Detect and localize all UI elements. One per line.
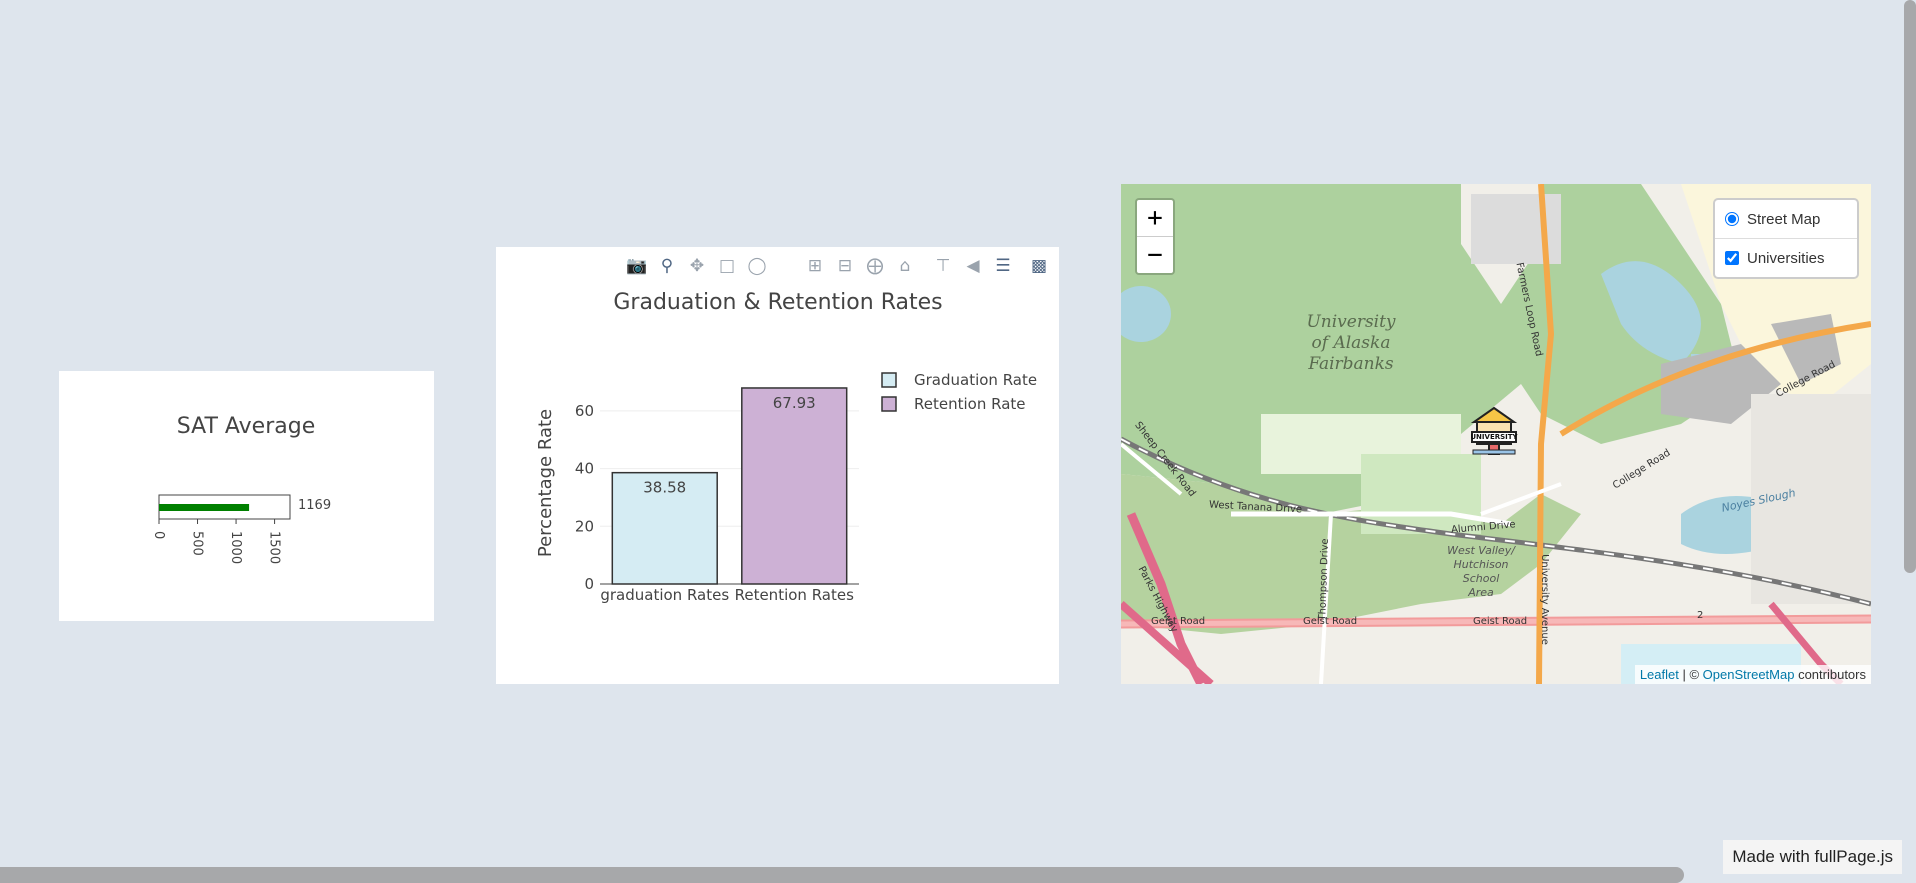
leaflet-link[interactable]: Leaflet (1639, 667, 1679, 682)
area-label-line: Area (1468, 586, 1494, 599)
map-attribution: Leaflet | © OpenStreetMap contributors (1634, 665, 1871, 684)
legend-label: Graduation Rate (914, 371, 1037, 389)
route-shield: 2 (1697, 610, 1704, 621)
layer-street-map[interactable]: Street Map (1723, 204, 1849, 234)
legend-swatch (881, 396, 897, 412)
reset-axes-icon[interactable]: ⌂ (899, 256, 911, 276)
pan-icon[interactable]: ✥ (689, 256, 705, 276)
zoom-icon[interactable]: ⚲ (660, 256, 674, 276)
hover-compare-icon[interactable]: ☰ (995, 256, 1011, 276)
sat-bar (159, 504, 250, 511)
layer-separator (1715, 238, 1857, 239)
map-label-campus: University of Alaska Fairbanks (1281, 312, 1421, 375)
legend-swatch (881, 372, 897, 388)
zoom-in-icon[interactable]: ⊞ (807, 256, 823, 276)
grad-chart: Graduation & Retention Rates 0 20 40 60 Perc… (535, 290, 1037, 604)
bar (611, 471, 718, 585)
chart-title: Graduation & Retention Rates (613, 290, 942, 315)
sat-panel: SAT Average 1169 0 500 1000 1500 (59, 371, 434, 621)
fullpage-badge[interactable]: Made with fullPage.js (1723, 840, 1902, 874)
sat-value-label: 1169 (298, 498, 331, 513)
lasso-icon[interactable]: ◯ (747, 256, 767, 276)
hover-closest-icon[interactable]: ◀ (966, 256, 980, 276)
road-label: Geist Road (1473, 616, 1528, 627)
marker-label: UNIVERSITY (1470, 433, 1518, 441)
sat-tick-label: 500 (190, 531, 205, 556)
road-label: Geist Road (1151, 616, 1206, 627)
y-axis-title: Percentage Rate (535, 409, 556, 557)
universities-checkbox[interactable] (1725, 251, 1739, 265)
zoom-in-button[interactable]: + (1147, 203, 1163, 233)
zoom-control: + − (1135, 198, 1175, 275)
attribution-tail: contributors (1794, 667, 1866, 682)
area-label-line: Hutchison (1453, 558, 1509, 571)
y-tick-label: 60 (575, 402, 594, 420)
sat-tick-label: 0 (151, 531, 166, 539)
campus-label-line: University (1306, 312, 1396, 332)
campus-label-line: Fairbanks (1308, 354, 1394, 374)
data-label: 38.58 (643, 479, 686, 497)
spike-lines-icon[interactable]: ⊤ (935, 256, 951, 276)
sat-title: SAT Average (177, 414, 316, 439)
vertical-scrollbar[interactable] (1904, 0, 1916, 573)
zoom-out-button[interactable]: − (1137, 236, 1173, 273)
osm-link[interactable]: OpenStreetMap (1702, 667, 1795, 682)
y-tick-label: 20 (575, 517, 594, 535)
area-label-line: West Valley/ (1447, 544, 1515, 557)
map-label-area: West Valley/ Hutchison School Area (1441, 544, 1521, 600)
bar (741, 387, 848, 585)
attribution-sep: | © (1678, 667, 1703, 682)
university-icon (1470, 406, 1518, 455)
box-select-icon[interactable]: □ (718, 256, 736, 276)
street-map-label: Street Map (1747, 210, 1821, 228)
area-label-line: School (1462, 572, 1500, 585)
camera-icon[interactable]: 📷 (626, 256, 648, 276)
autoscale-icon[interactable]: ⨁ (866, 256, 884, 276)
road-label: University Avenue (1538, 554, 1550, 645)
sat-chart: SAT Average 1169 0 500 1000 1500 (151, 414, 331, 564)
zoom-out-icon[interactable]: ⊟ (837, 256, 853, 276)
layer-universities[interactable]: Universities (1723, 243, 1849, 273)
layers-control: Street Map Universities (1713, 198, 1859, 279)
universities-label: Universities (1747, 249, 1825, 267)
university-marker[interactable]: UNIVERSITY (1469, 406, 1519, 456)
x-tick-label: Retention Rates (735, 586, 854, 604)
sat-tick-label: 1500 (267, 531, 282, 564)
horizontal-scrollbar[interactable] (0, 867, 1684, 883)
x-tick-label: graduation Rates (600, 586, 729, 604)
sat-tick-label: 1000 (228, 531, 243, 564)
map[interactable]: University of Alaska Fairbanks West Vall… (1121, 184, 1871, 684)
legend-label: Retention Rate (914, 395, 1026, 413)
campus-label-line: of Alaska (1311, 333, 1391, 353)
plotly-logo-icon[interactable]: ▩ (1030, 256, 1048, 276)
data-label: 67.93 (773, 394, 816, 412)
road-label: Geist Road (1303, 616, 1358, 627)
y-tick-label: 40 (575, 460, 594, 478)
grad-chart-panel: 📷 ⚲ ✥ □ ◯ ⊞ ⊟ ⨁ ⌂ ⊤ ◀ ☰ ▩ Graduation & R… (496, 247, 1059, 684)
modebar: 📷 ⚲ ✥ □ ◯ ⊞ ⊟ ⨁ ⌂ ⊤ ◀ ☰ ▩ (496, 253, 1059, 279)
street-map-radio[interactable] (1725, 212, 1739, 226)
y-tick-label: 0 (584, 575, 594, 593)
